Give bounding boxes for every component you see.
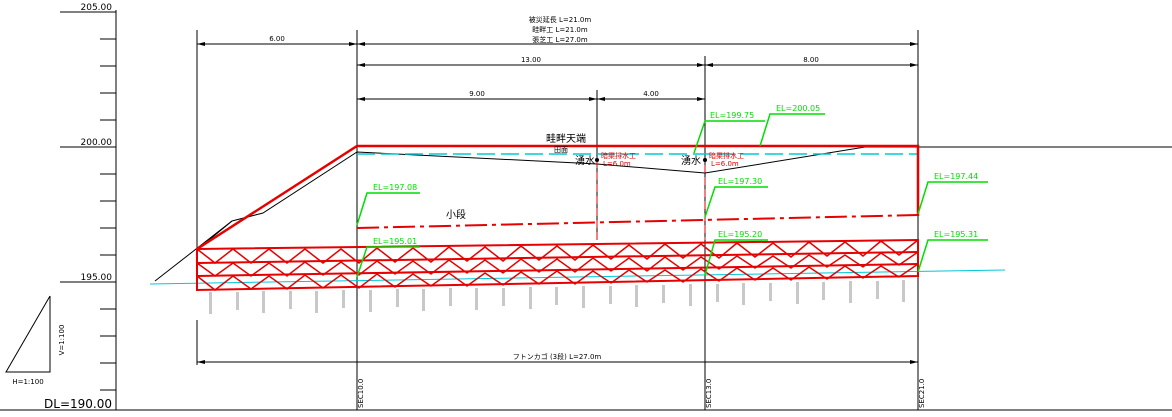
dimension-9: 9.00 [469,90,485,98]
dimension-6: 6.00 [269,35,285,43]
levee-length-text: 畦畔工 L=21.0m [532,25,588,34]
drain-label-a: 暗渠排水工 [601,151,636,160]
elevation-195-20: EL=195.20 [718,230,762,239]
berm-label: 小段 [446,208,466,221]
drain-length-b: L=6.0m [711,160,739,168]
elevation-195-01: EL=195.01 [373,237,417,246]
dimension-8: 8.00 [803,56,819,64]
spring-label-a: 湧水 [575,155,595,167]
dimension-arrows [197,42,918,364]
datum-level-label: DL=190.00 [44,397,112,411]
turf-length-text: 張芝工 L=27.0m [532,35,588,44]
elevation-197-08: EL=197.08 [373,183,417,192]
station-label-0: SEC10.0 [357,379,365,408]
elevation-197-44: EL=197.44 [934,172,978,181]
elevation-200-05: EL=200.05 [776,104,820,113]
station-label-13: SEC13.0 [705,379,713,408]
elevation-label-195: 195.00 [81,273,113,283]
levee-top-label: 畦畔天端 [546,132,586,145]
horizontal-scale-label: H=1:100 [12,378,43,386]
dimension-4: 4.00 [643,90,659,98]
gabion-dimension-label: フトンカゴ (3段) L=27.0m [513,352,602,361]
foundation-piles [209,280,905,314]
berm-line [356,214,919,229]
scale-triangle [5,295,51,373]
gabion-block [196,238,919,292]
dimension-13: 13.00 [521,56,541,64]
spring-point-a [595,158,599,162]
elevation-axis [0,10,1172,411]
elevation-leaders [356,113,988,278]
elevation-label-205: 205.00 [81,3,113,13]
design-section [196,144,920,251]
elevation-199-75: EL=199.75 [710,111,754,120]
rice-field-label: 田面 [554,146,568,154]
spring-point-b [703,158,707,162]
station-label-21: SEC21.0 [918,379,926,408]
damage-length-text: 被災延長 L=21.0m [529,15,592,24]
elevation-label-200: 200.00 [81,138,113,148]
spring-label-b: 湧水 [681,155,701,167]
drain-label-b: 暗渠排水工 [709,151,744,160]
vertical-scale-label: V=1:100 [58,325,66,356]
drain-length-a: L=6.0m [603,160,631,168]
water-level-line [149,269,1006,285]
elevation-197-30: EL=197.30 [718,177,762,186]
elevation-195-31: EL=195.31 [934,230,978,239]
